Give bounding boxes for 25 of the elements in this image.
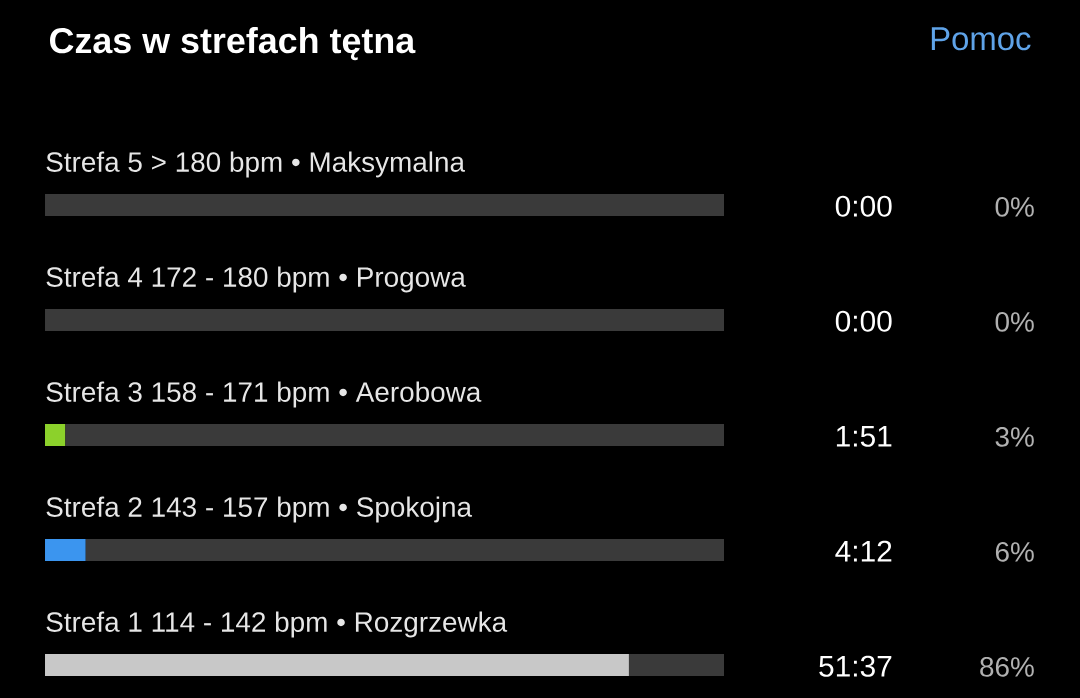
bar xyxy=(45,539,86,562)
bar xyxy=(45,194,725,217)
text: 0:00 xyxy=(835,195,892,217)
text: 4:12 xyxy=(835,540,892,562)
data-label: 0% xyxy=(995,197,1034,217)
y-tick-label: Strefa 4 172 - 180 bpm • Progowa xyxy=(46,266,466,293)
text: 51:37 xyxy=(819,655,892,677)
data-label: 86% xyxy=(980,657,1034,677)
y-tick-label: Strefa 2 143 - 157 bpm • Spokojna xyxy=(46,496,473,523)
text: 1:51 xyxy=(836,425,892,447)
y-tick-label: Strefa 3 158 - 171 bpm • Aerobowa xyxy=(46,381,482,408)
chart-title: Czas w strefach tętna xyxy=(50,27,416,61)
bar xyxy=(65,424,725,447)
bar xyxy=(45,654,629,677)
text: 0:00 xyxy=(835,310,892,332)
y-tick-label: Strefa 1 114 - 142 bpm • Rozgrzewka xyxy=(46,611,508,638)
data-label: 6% xyxy=(995,542,1034,562)
bar xyxy=(45,309,725,332)
text: Pomoc xyxy=(931,27,1031,51)
bar xyxy=(45,424,66,447)
data-label: 0% xyxy=(995,312,1034,332)
y-tick-label: Strefa 5 > 180 bpm • Maksymalna xyxy=(46,151,466,178)
data-label: 3% xyxy=(995,427,1034,447)
bar xyxy=(85,539,725,562)
bar xyxy=(628,654,725,677)
